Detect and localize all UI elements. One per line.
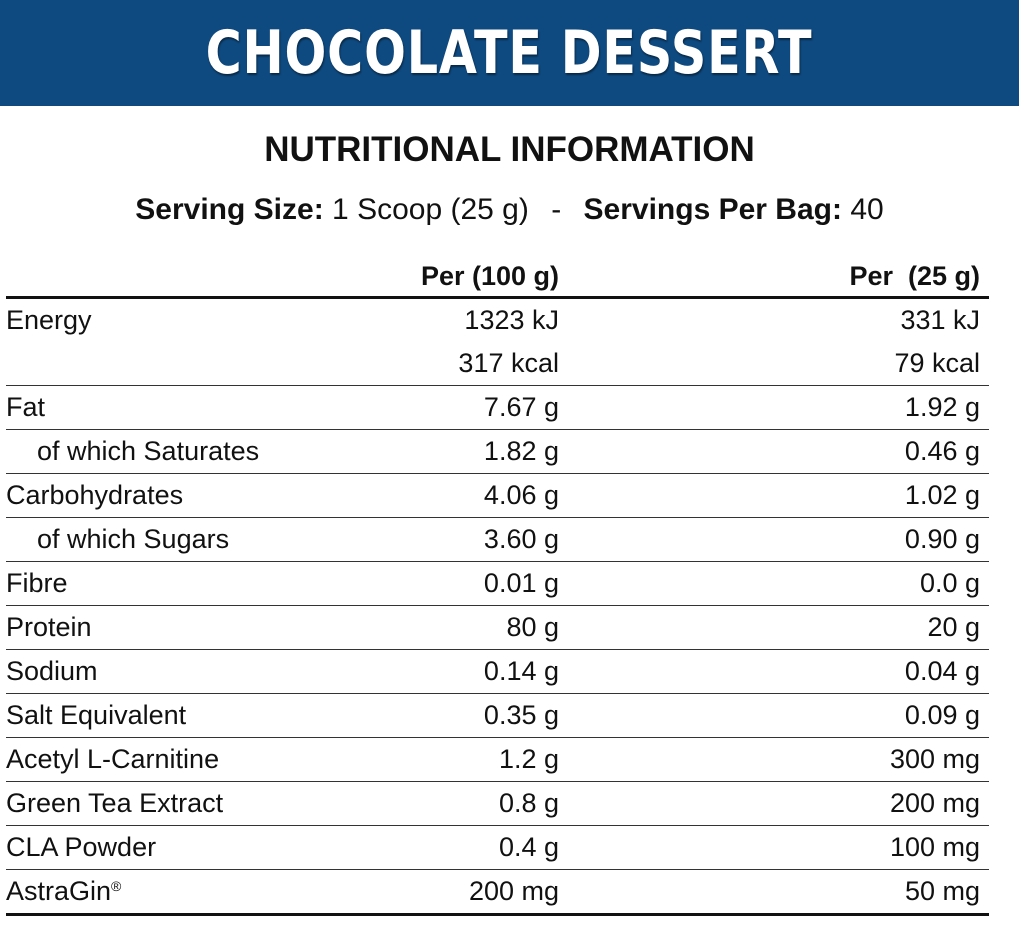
value-per-25g: 100 mg (559, 825, 989, 870)
nutrient-name: of which Sugars (6, 517, 337, 562)
header-nutrient (6, 248, 337, 299)
nutrient-name: of which Saturates (6, 429, 337, 474)
value-per-25g: 300 mg (559, 737, 989, 782)
nutrient-name: Fibre (6, 561, 337, 606)
table-row: Carbohydrates 4.06 g 1.02 g (6, 473, 989, 518)
table-row: Fat 7.67 g 1.92 g (6, 385, 989, 430)
value-per-100g: 317 kcal (337, 342, 559, 386)
value-per-25g: 0.0 g (559, 561, 989, 606)
value-per-100g: 0.35 g (337, 693, 559, 738)
nutrient-name: Acetyl L-Carnitine (6, 737, 337, 782)
nutrient-name-cell: AstraGin® (6, 869, 337, 916)
value-per-100g: 200 mg (337, 869, 559, 916)
serving-separator: - (551, 193, 562, 226)
table-row: Acetyl L-Carnitine 1.2 g 300 mg (6, 737, 989, 782)
table-header-row: Per (100 g) Per (25 g) (6, 248, 989, 299)
nutrient-name: CLA Powder (6, 825, 337, 870)
table-row: Salt Equivalent 0.35 g 0.09 g (6, 693, 989, 738)
servings-per-bag-label: Servings Per Bag: (583, 193, 842, 226)
value-per-100g: 7.67 g (337, 385, 559, 430)
nutrient-name (6, 342, 337, 386)
value-per-100g: 0.8 g (337, 781, 559, 826)
value-per-100g: 1.82 g (337, 429, 559, 474)
value-per-25g: 0.09 g (559, 693, 989, 738)
header-per-25g: Per (25 g) (559, 248, 989, 299)
table-row: Green Tea Extract 0.8 g 200 mg (6, 781, 989, 826)
table-row: AstraGin® 200 mg 50 mg (6, 869, 989, 916)
table-row: CLA Powder 0.4 g 100 mg (6, 825, 989, 870)
table-row: Fibre 0.01 g 0.0 g (6, 561, 989, 606)
table-row: 317 kcal 79 kcal (6, 342, 989, 386)
value-per-100g: 0.14 g (337, 649, 559, 694)
nutrient-name: Protein (6, 605, 337, 650)
value-per-100g: 80 g (337, 605, 559, 650)
value-per-25g: 79 kcal (559, 342, 989, 386)
nutrition-table: Per (100 g) Per (25 g) Energy 1323 kJ 33… (6, 248, 989, 916)
product-title: CHOCOLATE DESSERT (206, 18, 813, 88)
serving-size-label: Serving Size: (135, 193, 324, 226)
nutrient-name: Energy (6, 305, 92, 335)
value-per-100g: 1323 kJ (464, 305, 559, 335)
value-per-25g: 50 mg (559, 869, 989, 916)
serving-size-value: 1 Scoop (25 g) (332, 193, 529, 226)
table-row: Energy 1323 kJ 331 kJ (6, 298, 989, 343)
value-per-100g: 3.60 g (337, 517, 559, 562)
value-per-100g: 4.06 g (337, 473, 559, 518)
table-row: of which Saturates 1.82 g 0.46 g (6, 429, 989, 474)
value-per-25g: 0.46 g (559, 429, 989, 474)
title-banner: CHOCOLATE DESSERT (0, 0, 1019, 106)
registered-mark: ® (111, 878, 122, 894)
nutrient-name: AstraGin (6, 876, 112, 906)
value-per-100g: 0.01 g (337, 561, 559, 606)
nutrient-name: Green Tea Extract (6, 781, 337, 826)
nutrient-name: Carbohydrates (6, 473, 337, 518)
value-per-25g: 1.02 g (559, 473, 989, 518)
value-per-25g: 1.92 g (559, 385, 989, 430)
table-row: Sodium 0.14 g 0.04 g (6, 649, 989, 694)
nutrition-heading: NUTRITIONAL INFORMATION (264, 130, 755, 169)
nutrient-name: Fat (6, 385, 337, 430)
value-per-25g: 331 kJ (900, 305, 980, 335)
table-row: Protein 80 g 20 g (6, 605, 989, 650)
value-per-25g: 200 mg (559, 781, 989, 826)
servings-per-bag-value: 40 (850, 193, 884, 226)
serving-info: Serving Size: 1 Scoop (25 g) - Servings … (0, 192, 1019, 228)
header-per-100g: Per (100 g) (337, 248, 559, 299)
nutrient-name: Salt Equivalent (6, 693, 337, 738)
value-per-25g: 0.04 g (559, 649, 989, 694)
table-row: of which Sugars 3.60 g 0.90 g (6, 517, 989, 562)
value-per-25g: 0.90 g (559, 517, 989, 562)
nutrient-name: Sodium (6, 649, 337, 694)
value-per-25g: 20 g (559, 605, 989, 650)
value-per-100g: 1.2 g (337, 737, 559, 782)
value-per-100g: 0.4 g (337, 825, 559, 870)
